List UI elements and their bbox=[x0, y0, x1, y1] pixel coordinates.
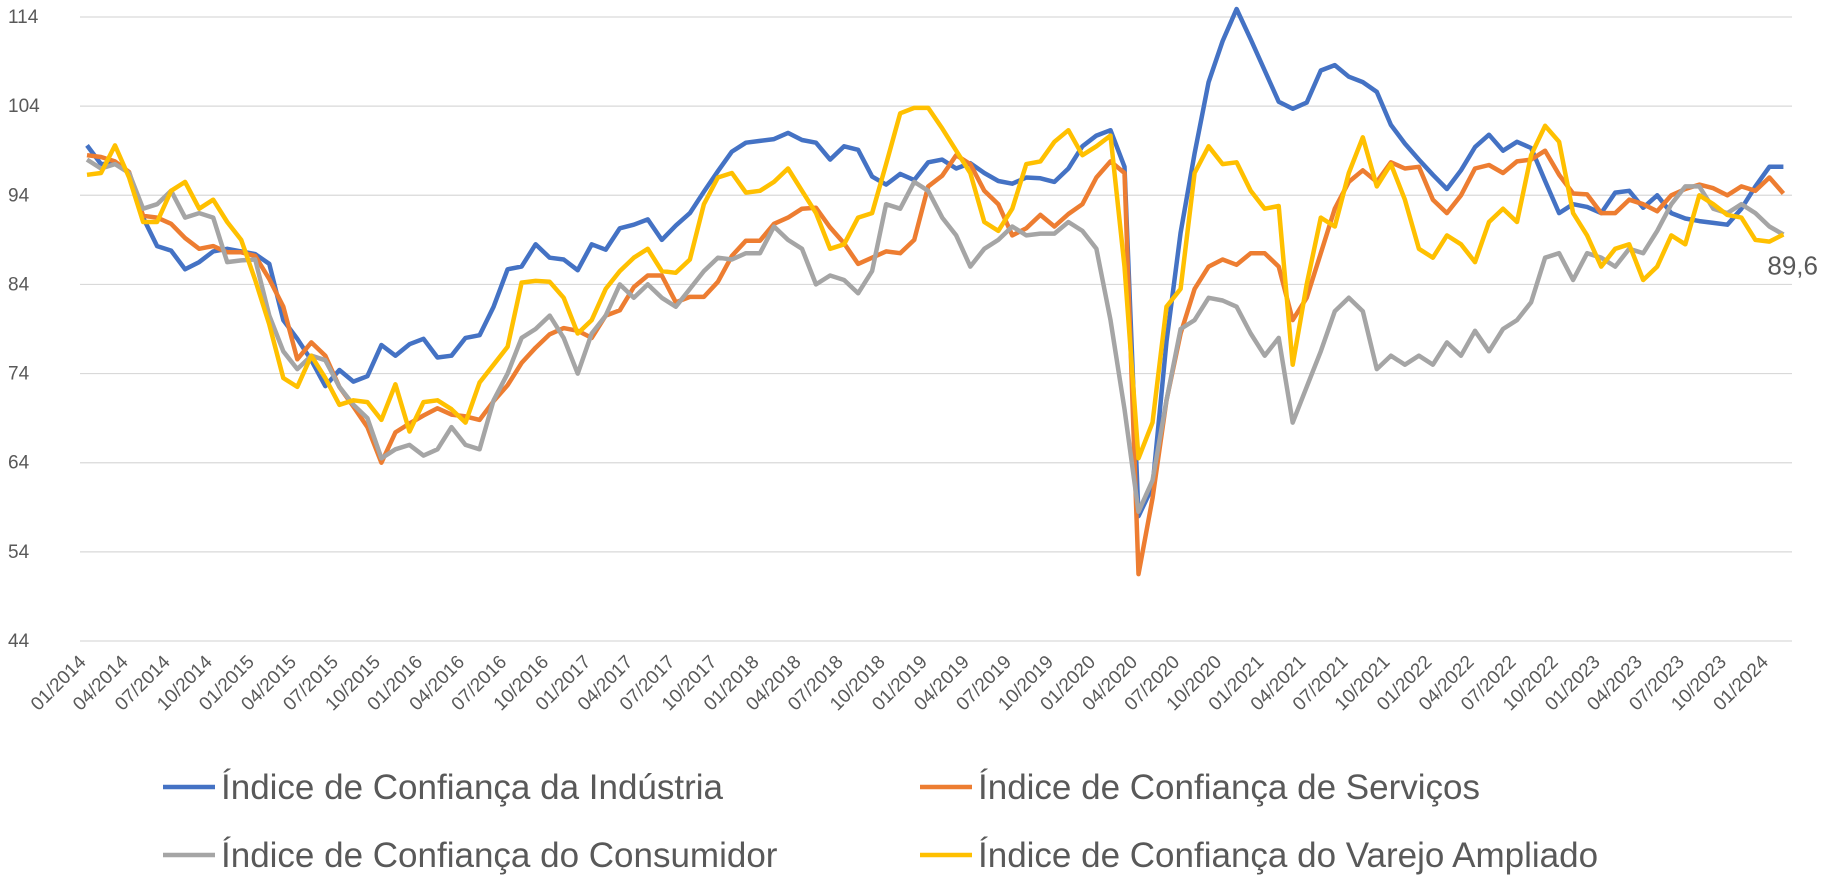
y-tick-label: 74 bbox=[8, 364, 30, 385]
y-tick-label: 44 bbox=[8, 631, 30, 652]
y-tick-label: 94 bbox=[8, 185, 30, 206]
y-tick-label: 54 bbox=[8, 542, 30, 563]
y-tick-label: 104 bbox=[8, 96, 40, 117]
y-tick-label: 114 bbox=[8, 7, 39, 28]
series-line bbox=[86, 148, 1786, 577]
legend-label: Índice de Confiança do Consumidor bbox=[221, 836, 778, 875]
y-tick-label: 64 bbox=[8, 453, 30, 474]
series-line bbox=[85, 157, 1785, 514]
y-tick-label: 84 bbox=[8, 274, 30, 295]
series-line bbox=[85, 6, 1784, 519]
legend-label: Índice de Confiança do Varejo Ampliado bbox=[978, 836, 1598, 875]
legend-label: Índice de Confiança de Serviços bbox=[978, 768, 1480, 807]
annotation: 89,6 bbox=[1767, 251, 1818, 281]
series-line bbox=[86, 105, 1785, 461]
legend-label: Índice de Confiança da Indústria bbox=[221, 768, 724, 807]
